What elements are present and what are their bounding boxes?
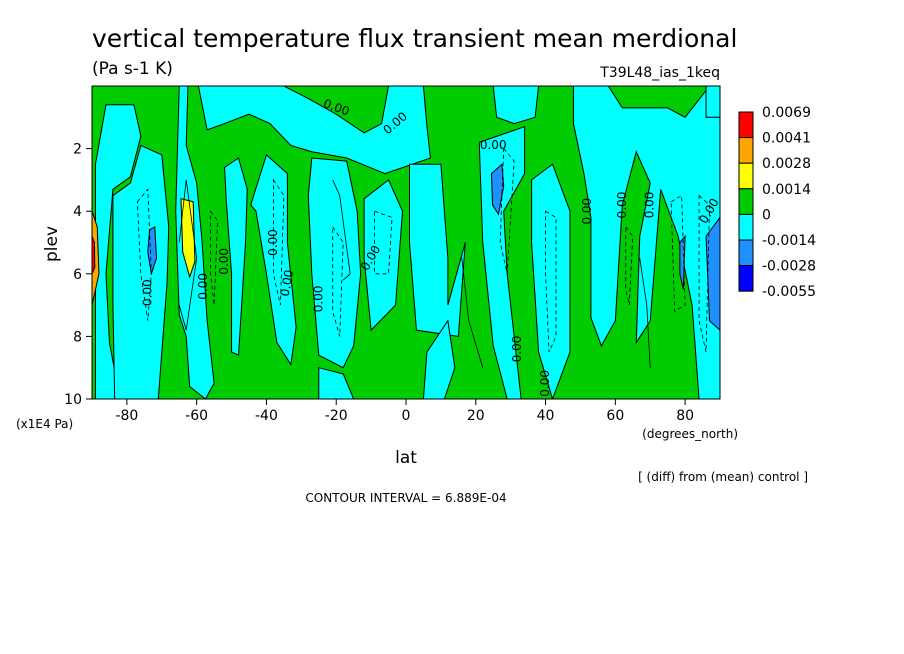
x-tick-label: 80 [676, 408, 694, 424]
positive-contour-2 [332, 179, 351, 281]
dashed-contour-7 [625, 225, 634, 306]
contour-label-3: 0.00 [480, 138, 507, 152]
negative-region-9 [363, 179, 404, 332]
colorbar-swatch [738, 188, 754, 215]
chart-title: vertical temperature flux transient mean… [92, 24, 737, 53]
colorbar-label: 0 [762, 207, 771, 223]
dashed-contour-4 [332, 225, 344, 337]
positive-contour-3 [461, 258, 484, 368]
y-tick-label: 6 [73, 267, 82, 283]
negative-region-15 [572, 86, 720, 399]
contour-label-15: 0.00 [643, 192, 657, 219]
y-axis-units: (x1E4 Pa) [16, 417, 73, 431]
x-tick-label: 40 [537, 408, 555, 424]
colorbar-swatch [738, 213, 754, 241]
colorbar-label: -0.0014 [762, 233, 816, 249]
y-tick-label: 4 [73, 204, 82, 220]
negative-region-5 [224, 157, 248, 356]
dashed-contour-3 [273, 178, 285, 306]
dashed-contour-8 [670, 194, 686, 313]
contour-label-5: 0.00 [217, 248, 231, 275]
colorbar-label: 0.0028 [762, 156, 811, 172]
contour-label-6: 0.00 [196, 273, 210, 300]
contour-label-13: 0.00 [580, 198, 594, 225]
colorbar-swatch [738, 265, 754, 292]
x-tick-label: 0 [402, 408, 411, 424]
colorbar-label: -0.0028 [762, 259, 816, 275]
chart-units: (Pa s-1 K) [92, 59, 173, 79]
y-tick-label: 8 [73, 329, 82, 345]
footnote: [ (diff) from (mean) control ] [638, 470, 808, 484]
positive-contour-1 [178, 179, 198, 331]
colorbar-swatch [738, 162, 754, 190]
negative-region-8 [318, 367, 355, 399]
negative-region-1 [94, 104, 142, 399]
red-edge-sh [92, 236, 96, 275]
y-tick-label: 2 [73, 142, 82, 158]
contour-label-9: 0.00 [311, 285, 325, 312]
colorbar-label: 0.0069 [762, 105, 811, 121]
blue-min-28n [490, 163, 505, 216]
positive-contour-4 [639, 258, 651, 368]
y-axis: 2 4 6 8 10 [64, 142, 92, 408]
colorbar-swatch [738, 239, 754, 267]
x-tick-label: -80 [115, 408, 138, 424]
negative-region-11 [422, 319, 456, 399]
negative-region-4 [197, 86, 431, 175]
colorbar-swatch [738, 111, 754, 139]
x-tick-label: -60 [185, 408, 208, 424]
negative-region-12 [478, 125, 526, 399]
negative-region-16 [705, 86, 720, 118]
colorbar: 0.0069 0.0041 0.0028 0.0014 0 -0.0014 -0.0028 -… [738, 105, 816, 300]
dashed-contour-9 [698, 194, 710, 353]
y-tick-label: 10 [64, 392, 82, 408]
dashed-contour-2 [210, 209, 219, 306]
run-label: T39L48_ias_1keq [599, 65, 720, 81]
contour-label-8: 0.00 [278, 269, 296, 298]
x-axis: -80 -60 -40 -20 0 20 40 60 80 [115, 399, 694, 424]
negative-region-6 [250, 153, 297, 366]
x-axis-units: (degrees_north) [642, 427, 738, 441]
contour-label-11: 0.00 [510, 336, 524, 363]
y-axis-label: plev [42, 226, 62, 262]
negative-region-13 [492, 86, 540, 125]
orange-edge-sh [92, 211, 100, 306]
contour-interval: CONTOUR INTERVAL = 6.889E-04 [305, 491, 506, 505]
negative-region-14 [531, 163, 571, 399]
contour-fields: 0.00 0.00 0.00 0.00 0.00 0.00 0.00 0.00 0.00 0.00… [92, 86, 720, 399]
x-tick-label: 20 [467, 408, 485, 424]
colorbar-label: 0.0041 [762, 131, 811, 147]
contour-label-12: 0.00 [538, 370, 552, 397]
blue-min-85n [705, 216, 720, 331]
x-axis-label: lat [395, 448, 417, 468]
colorbar-label: 0.0014 [762, 182, 811, 198]
colorbar-label: -0.0055 [762, 284, 816, 300]
contour-label-4: 0.00 [140, 279, 154, 306]
contour-label-14: 0.00 [615, 192, 629, 219]
dashed-contour-6 [545, 210, 557, 353]
x-tick-label: -40 [255, 408, 278, 424]
x-tick-label: 60 [606, 408, 624, 424]
colorbar-swatch [738, 137, 754, 164]
plot-area: 0.00 0.00 0.00 0.00 0.00 0.00 0.00 0.00 0.00 0.00… [91, 85, 721, 400]
negative-region-10 [408, 163, 466, 337]
dashed-contour-5 [499, 147, 515, 274]
negative-region-7 [307, 157, 362, 369]
contour-label-7: 0.00 [266, 229, 280, 256]
x-tick-label: -20 [325, 408, 348, 424]
